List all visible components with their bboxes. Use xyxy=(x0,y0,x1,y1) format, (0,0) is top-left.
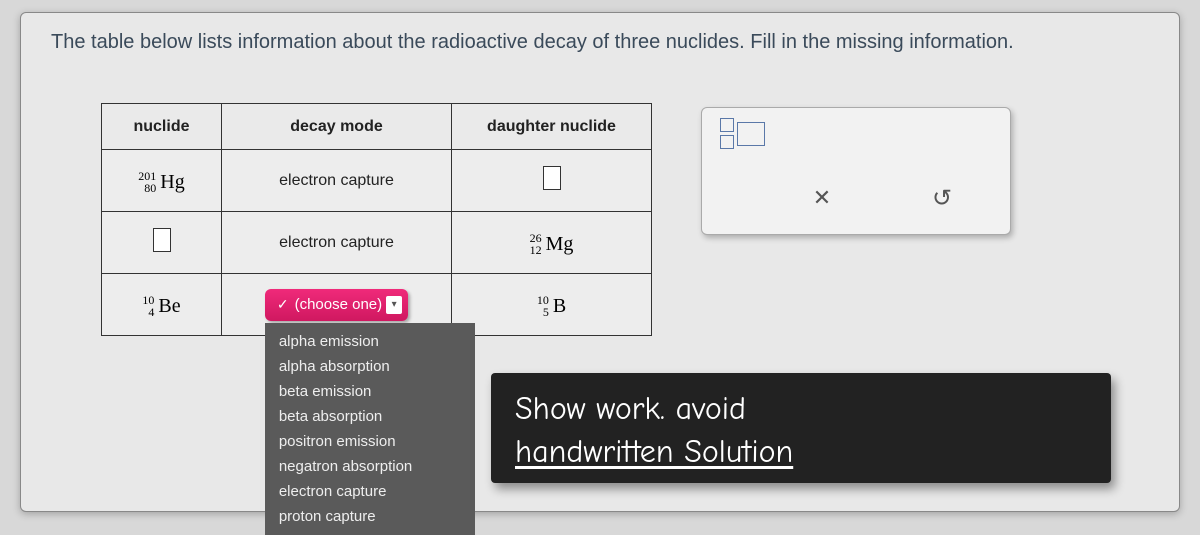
cell-nuclide[interactable] xyxy=(102,212,222,274)
overlay-line2: handwritten Solution xyxy=(515,430,1087,473)
cell-nuclide: 10 4 Be xyxy=(102,274,222,336)
element-symbol: Mg xyxy=(544,233,574,256)
dropdown-selected: (choose one) xyxy=(295,296,383,313)
cell-mode[interactable]: ✓ (choose one) ▾ alpha emission alpha ab… xyxy=(222,274,452,336)
cell-daughter: 26 12 Mg xyxy=(452,212,652,274)
dropdown-option[interactable]: positron emission xyxy=(265,429,475,454)
input-blank[interactable] xyxy=(153,228,171,252)
table-row: electron capture 26 12 Mg xyxy=(102,212,652,274)
dropdown-option[interactable]: alpha emission xyxy=(265,329,475,354)
header-nuclide: nuclide xyxy=(102,104,222,150)
symbol-box-icon xyxy=(737,122,765,146)
input-blank[interactable] xyxy=(543,166,561,190)
dropdown-option[interactable]: electron capture xyxy=(265,479,475,504)
element-symbol: Be xyxy=(156,295,180,318)
cell-mode: electron capture xyxy=(222,212,452,274)
cell-daughter: 10 5 B xyxy=(452,274,652,336)
dropdown-option[interactable]: beta absorption xyxy=(265,404,475,429)
dropdown-option[interactable]: negatron absorption xyxy=(265,454,475,479)
dropdown-option[interactable]: proton capture xyxy=(265,504,475,529)
header-daughter: daughter nuclide xyxy=(452,104,652,150)
dropdown-menu: alpha emission alpha absorption beta emi… xyxy=(265,323,475,535)
tool-palette: ✕ ↺ xyxy=(701,107,1011,235)
mini-box-icon xyxy=(720,135,734,149)
cell-daughter[interactable] xyxy=(452,150,652,212)
decay-mode-text: electron capture xyxy=(279,172,394,189)
decay-table: nuclide decay mode daughter nuclide 201 … xyxy=(101,103,652,336)
close-icon: ✕ xyxy=(813,185,831,211)
reset-button[interactable]: ↺ xyxy=(922,178,962,218)
clear-button[interactable]: ✕ xyxy=(802,178,842,218)
atomic-number: 12 xyxy=(530,244,542,256)
reset-icon: ↺ xyxy=(932,184,952,213)
question-card: The table below lists information about … xyxy=(20,12,1180,512)
instruction-text: The table below lists information about … xyxy=(51,31,1014,54)
element-symbol: B xyxy=(551,295,566,318)
table-row: 201 80 Hg electron capture xyxy=(102,150,652,212)
chevron-down-icon: ▾ xyxy=(386,296,402,314)
note-overlay: Show work. avoid handwritten Solution xyxy=(491,373,1111,483)
dropdown-option[interactable]: alpha absorption xyxy=(265,354,475,379)
atomic-number: 5 xyxy=(537,306,549,318)
element-symbol: Hg xyxy=(158,171,184,194)
atomic-number: 80 xyxy=(138,182,156,194)
nuclide-insert-tool[interactable] xyxy=(720,118,765,149)
table-row: 10 4 Be ✓ (choose one) ▾ a xyxy=(102,274,652,336)
overlay-line1: Show work. avoid xyxy=(515,387,1087,430)
atomic-number: 4 xyxy=(142,306,154,318)
cell-nuclide: 201 80 Hg xyxy=(102,150,222,212)
header-mode: decay mode xyxy=(222,104,452,150)
dropdown-option[interactable]: beta emission xyxy=(265,379,475,404)
cell-mode: electron capture xyxy=(222,150,452,212)
mini-box-icon xyxy=(720,118,734,132)
decay-mode-dropdown[interactable]: ✓ (choose one) ▾ xyxy=(265,289,408,321)
decay-mode-text: electron capture xyxy=(279,234,394,251)
check-icon: ✓ xyxy=(277,296,289,313)
